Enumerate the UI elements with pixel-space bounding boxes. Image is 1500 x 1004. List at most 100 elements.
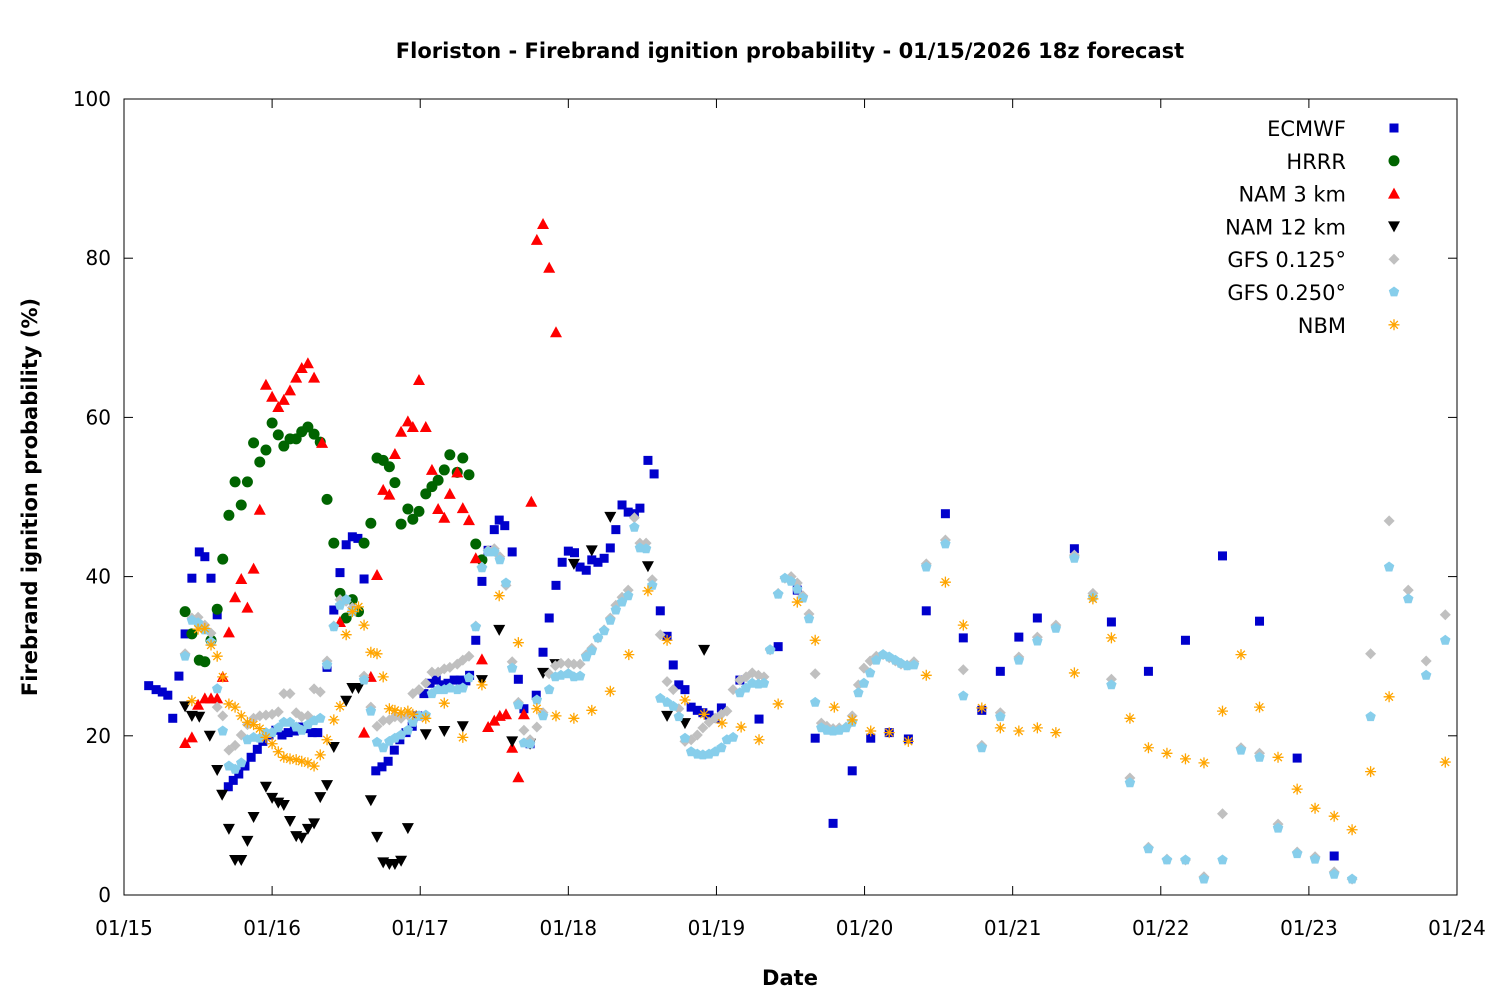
data-point <box>437 680 447 690</box>
y-axis-label: Firebrand ignition probability (%) <box>18 298 42 696</box>
data-point <box>1124 777 1136 788</box>
data-point <box>1124 712 1136 724</box>
data-point <box>1105 632 1117 644</box>
data-point <box>1365 766 1377 778</box>
data-point <box>604 685 616 697</box>
data-point <box>321 780 334 792</box>
data-point <box>180 629 190 639</box>
data-point <box>489 546 500 557</box>
data-point <box>444 682 456 693</box>
y-tick-label: 80 <box>86 246 111 270</box>
data-point <box>524 738 536 749</box>
data-point <box>772 588 784 599</box>
data-point <box>301 357 314 369</box>
data-point <box>371 720 383 732</box>
data-point <box>253 503 266 515</box>
data-point <box>674 680 684 690</box>
data-point <box>772 698 784 710</box>
data-point <box>222 823 235 835</box>
data-point <box>1365 711 1376 722</box>
data-point <box>995 711 1006 722</box>
data-point <box>494 515 504 525</box>
data-point <box>513 674 523 684</box>
legend-marker <box>1388 187 1400 199</box>
data-point <box>353 533 363 543</box>
data-point <box>211 701 223 713</box>
data-point <box>512 637 524 649</box>
data-point <box>402 503 414 515</box>
x-tick-label: 01/21 <box>984 916 1042 940</box>
data-point <box>283 728 293 738</box>
data-point <box>451 466 464 478</box>
data-point <box>395 425 408 437</box>
legend-label: HRRR <box>1286 150 1346 174</box>
data-point <box>883 727 895 739</box>
data-point <box>1328 810 1340 822</box>
data-point <box>358 674 370 685</box>
data-point <box>647 579 658 590</box>
x-tick-label: 01/23 <box>1280 916 1338 940</box>
data-point <box>328 537 340 549</box>
data-point <box>958 690 969 701</box>
data-point <box>229 739 241 751</box>
data-point <box>641 561 654 573</box>
data-point <box>1365 648 1377 660</box>
data-point <box>193 711 206 723</box>
data-point <box>1161 854 1173 865</box>
data-point <box>277 730 287 740</box>
data-point <box>517 708 530 720</box>
data-point <box>401 823 414 835</box>
data-point <box>241 716 253 728</box>
data-point <box>272 746 284 758</box>
data-point <box>810 733 820 743</box>
data-point <box>456 502 469 514</box>
data-point <box>680 685 690 695</box>
data-point <box>551 580 561 590</box>
legend-marker <box>1388 286 1400 297</box>
data-point <box>1216 705 1228 717</box>
data-point <box>1013 725 1025 737</box>
data-point <box>489 525 499 535</box>
data-point <box>359 574 369 584</box>
data-point <box>563 546 573 556</box>
data-point <box>611 525 621 535</box>
data-point <box>383 756 393 766</box>
data-point <box>1031 722 1043 734</box>
data-point <box>617 500 627 510</box>
data-point <box>260 444 272 456</box>
data-point <box>604 511 617 523</box>
data-point <box>314 792 327 804</box>
data-point <box>1254 701 1266 713</box>
data-point <box>1198 757 1210 769</box>
data-point <box>402 724 414 735</box>
data-point <box>241 601 254 613</box>
data-point <box>1198 873 1210 884</box>
data-point <box>1420 669 1432 680</box>
data-point <box>623 649 635 661</box>
y-tick-label: 40 <box>86 565 111 589</box>
data-point <box>1032 635 1043 646</box>
data-point <box>976 702 988 714</box>
data-point <box>290 754 302 766</box>
data-point <box>284 753 296 765</box>
y-tick-label: 100 <box>73 87 111 111</box>
data-point <box>586 704 598 716</box>
data-point <box>506 662 518 673</box>
data-point <box>538 647 548 657</box>
data-point <box>649 469 659 479</box>
data-point <box>500 521 510 531</box>
data-point <box>389 477 401 489</box>
data-point <box>179 650 191 661</box>
data-point <box>395 518 407 530</box>
data-point <box>679 732 691 743</box>
data-point <box>308 371 321 383</box>
data-point <box>1106 617 1116 627</box>
data-point <box>754 714 764 724</box>
data-point <box>623 507 633 517</box>
data-point <box>691 729 703 741</box>
data-point <box>555 657 567 669</box>
data-point <box>199 622 211 634</box>
data-point <box>920 669 932 681</box>
legend-marker <box>1388 155 1400 167</box>
data-point <box>402 705 414 717</box>
